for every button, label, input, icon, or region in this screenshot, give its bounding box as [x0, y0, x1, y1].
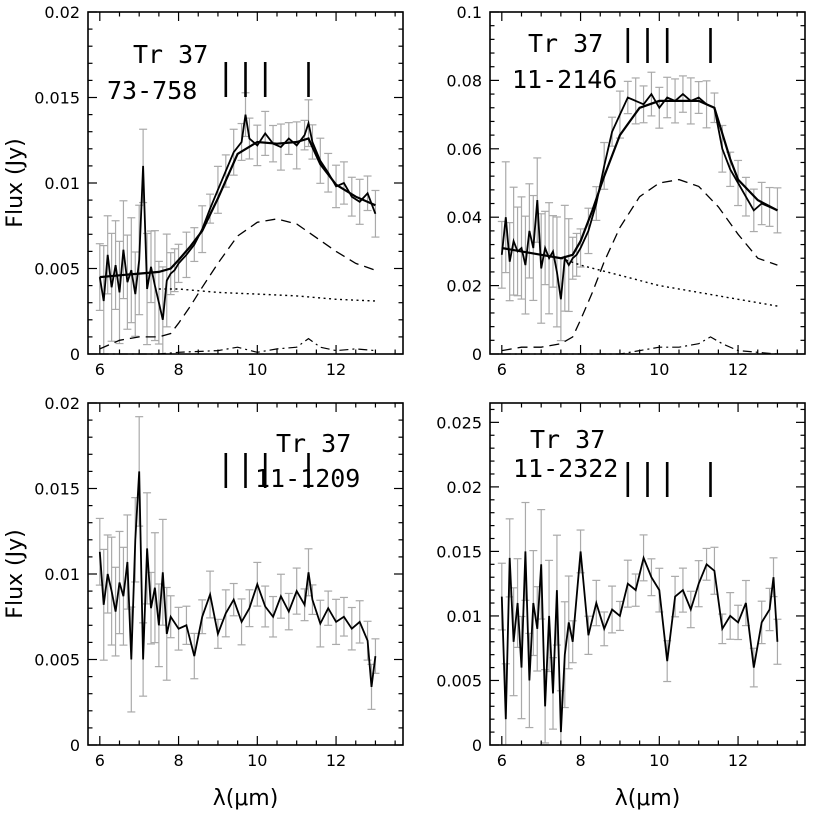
- y-tick-label: 0.015: [436, 542, 482, 561]
- x-axis-label: λ(μm): [615, 786, 681, 811]
- panel-annotation-line2: 11-2322: [513, 454, 618, 483]
- x-tick-label: 10: [649, 751, 669, 770]
- x-tick-label: 12: [326, 751, 346, 770]
- y-tick-label: 0.005: [34, 651, 80, 670]
- y-tick-label: 0.02: [44, 394, 80, 413]
- y-tick-label: 0.01: [44, 174, 80, 193]
- y-tick-label: 0: [472, 736, 482, 755]
- y-tick-label: 0.005: [34, 260, 80, 279]
- dotted-component-line: [560, 257, 778, 307]
- x-tick-label: 6: [95, 751, 105, 770]
- dashed-component-line: [501, 178, 778, 352]
- y-tick-label: 0.02: [446, 277, 482, 296]
- x-tick-label: 10: [649, 360, 669, 379]
- y-tick-label: 0.04: [446, 208, 482, 227]
- y-tick-label: 0.1: [457, 3, 482, 22]
- model-fit-line: [501, 99, 778, 260]
- observed-spectrum-line: [98, 114, 377, 321]
- y-tick-label: 0.015: [34, 480, 80, 499]
- y-axis-label: Flux (Jy): [3, 529, 28, 618]
- panel-annotation-line2: 73-758: [107, 76, 197, 105]
- x-tick-label: 6: [497, 360, 507, 379]
- model-fit-line: [99, 137, 376, 279]
- x-tick-label: 10: [247, 360, 267, 379]
- y-tick-label: 0.08: [446, 71, 482, 90]
- panel-annotation-line1: Tr 37: [528, 29, 603, 58]
- observed-spectrum-line: [500, 92, 778, 300]
- y-tick-label: 0.005: [436, 671, 482, 690]
- dashed-component-line: [99, 218, 376, 350]
- y-tick-label: 0.01: [44, 565, 80, 584]
- panel-tr37-73-758: 6 8 10 12 0 0.005 0.01 0.015 0.02 Flux (Jy) Tr 37…: [3, 3, 404, 379]
- y-tick-label: 0.015: [34, 89, 80, 108]
- panel-tr37-11-2322: 6 8 10 12 0 0.005 0.01 0.015 0.02 0.025 λ(μm) Tr 3…: [436, 402, 806, 811]
- panel-annotation-line1: Tr 37: [530, 425, 605, 454]
- y-tick-label: 0.02: [446, 478, 482, 497]
- x-tick-label: 6: [95, 360, 105, 379]
- y-tick-label: 0: [70, 345, 80, 364]
- panel-annotation-line2: 11-2146: [512, 65, 617, 94]
- plot-frame: [489, 402, 806, 746]
- y-tick-label: 0.01: [446, 607, 482, 626]
- x-tick-label: 8: [575, 360, 585, 379]
- x-tick-label: 8: [173, 360, 183, 379]
- y-tick-label: 0: [70, 736, 80, 755]
- x-tick-label: 10: [247, 751, 267, 770]
- plot-frame: [489, 11, 806, 355]
- x-tick-label: 12: [728, 360, 748, 379]
- x-tick-label: 8: [173, 751, 183, 770]
- x-tick-label: 12: [326, 360, 346, 379]
- x-tick-label: 12: [728, 751, 748, 770]
- panel-annotation-line2: 11-1209: [255, 464, 360, 493]
- y-tick-label: 0.06: [446, 140, 482, 159]
- panel-annotation-line1: Tr 37: [133, 40, 208, 69]
- x-axis-label: λ(μm): [213, 786, 279, 811]
- observed-spectrum-line: [98, 471, 377, 688]
- x-tick-label: 6: [497, 751, 507, 770]
- x-tick-label: 8: [575, 751, 585, 770]
- y-tick-label: 0.02: [44, 3, 80, 22]
- panel-tr37-11-2146: 6 8 10 12 0 0.02 0.04 0.06 0.08 0.1 Tr 37 11-2146: [446, 3, 806, 379]
- y-axis-label: Flux (Jy): [3, 138, 28, 227]
- y-tick-label: 0.025: [436, 413, 482, 432]
- dotted-component-line: [158, 288, 376, 302]
- panel-annotation-line1: Tr 37: [276, 429, 351, 458]
- observed-spectrum-line: [500, 551, 779, 733]
- y-tick-label: 0: [472, 345, 482, 364]
